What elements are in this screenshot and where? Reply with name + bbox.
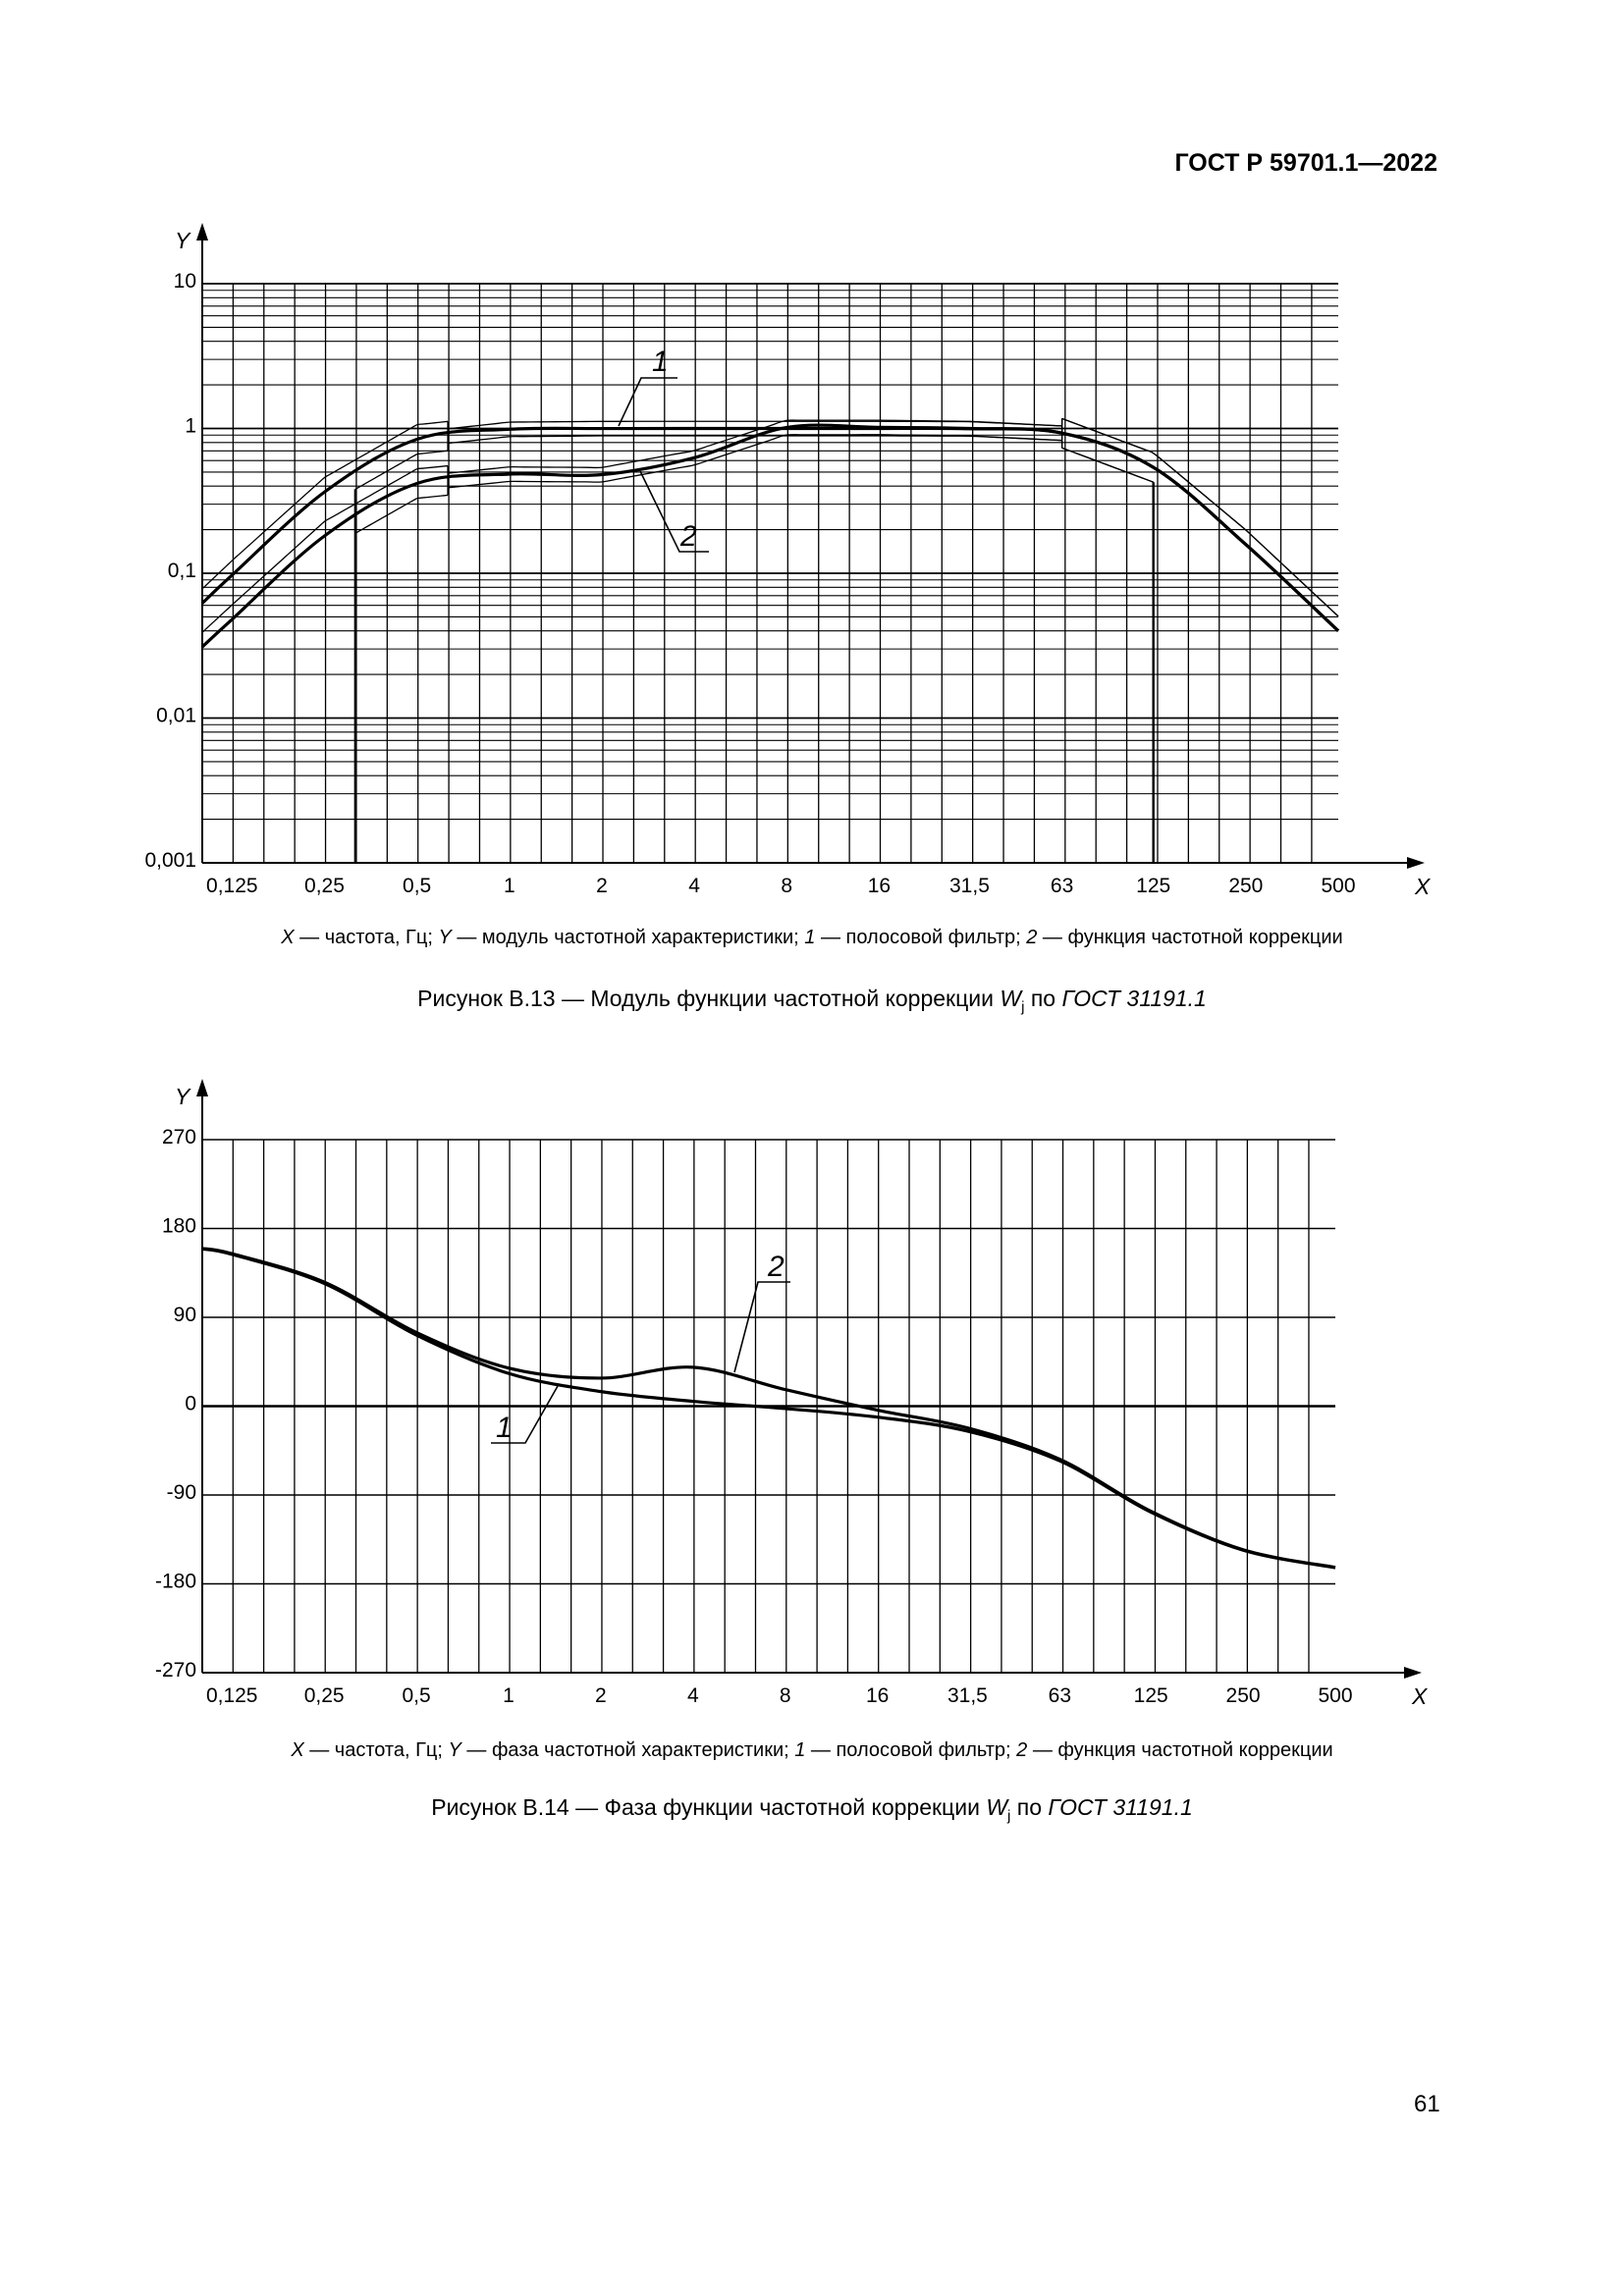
legend-2-number: 2	[1026, 927, 1038, 948]
legend-1-text: — полосовой фильтр;	[815, 927, 1027, 948]
y-tick-label: 180	[162, 1215, 196, 1238]
x-tick-label: 8	[781, 875, 792, 897]
tolerance-line	[201, 420, 449, 590]
magnitude-chart: X Y 0,125 0,25 0,5 1 2 4 8 16 31,5 63 125 250 500 10 1 0,…	[144, 223, 1432, 899]
y-tick-label: 0,001	[144, 849, 196, 872]
figure-13-legend: X — частота, Гц; Y — модуль частотной ха…	[0, 927, 1624, 949]
tolerance-line	[447, 419, 1062, 474]
legend-1-number: 1	[794, 1739, 806, 1761]
x-tick-label: 500	[1321, 875, 1355, 897]
y-axis-arrow-icon	[196, 223, 208, 240]
document-header: ГОСТ Р 59701.1—2022	[1174, 149, 1437, 177]
y-tick-label: 0,1	[168, 560, 196, 582]
legend-y-text: — фаза частотной характеристики;	[460, 1739, 795, 1761]
series-line-2	[201, 1247, 1336, 1570]
x-tick-label: 0,125	[206, 1684, 258, 1707]
legend-x-symbol: X	[291, 1739, 304, 1761]
leader-line-1	[491, 1385, 559, 1444]
legend-y-symbol: Y	[448, 1739, 461, 1761]
y-tick-label: -270	[155, 1659, 196, 1682]
y-tick-label: -180	[155, 1571, 196, 1593]
x-tick-label: 16	[866, 1684, 889, 1707]
y-tick-label: 1	[185, 415, 196, 438]
x-tick-label: 0,5	[403, 875, 431, 897]
legend-x-symbol: X	[281, 927, 295, 948]
x-tick-label: 125	[1136, 875, 1170, 897]
legend-x-text: — частота, Гц;	[303, 1739, 449, 1761]
y-tick-label: 0	[185, 1393, 196, 1415]
title-ref: ГОСТ 31191.1	[1061, 986, 1207, 1011]
figure-14-legend: X — частота, Гц; Y — фаза частотной хара…	[0, 1739, 1624, 1762]
x-tick-label: 16	[868, 875, 891, 897]
x-axis-arrow-icon	[1407, 857, 1425, 869]
legend-1-number: 1	[804, 927, 816, 948]
y-tick-label: 0,01	[156, 705, 196, 727]
title-w: W	[986, 1794, 1008, 1820]
x-tick-label: 0,25	[304, 875, 345, 897]
x-tick-label: 250	[1228, 875, 1263, 897]
x-tick-label: 0,5	[402, 1684, 430, 1707]
x-axis-arrow-icon	[1404, 1667, 1422, 1679]
y-axis-arrow-icon	[196, 1079, 208, 1096]
tolerance-line	[201, 464, 449, 633]
x-axis-label: X	[1414, 874, 1432, 899]
x-tick-label: 8	[780, 1684, 791, 1707]
title-mid: по	[1010, 1794, 1049, 1820]
x-axis-label: X	[1411, 1683, 1429, 1709]
tolerance-line	[1061, 417, 1339, 617]
title-prefix: Рисунок В.13 — Модуль функции частотной …	[417, 986, 1001, 1011]
legend-y-symbol: Y	[438, 927, 452, 948]
figure-13-title: Рисунок В.13 — Модуль функции частотной …	[0, 986, 1624, 1016]
tolerance-line	[1061, 447, 1154, 483]
title-sub: j	[1007, 1807, 1011, 1825]
title-w: W	[1000, 986, 1022, 1011]
y-tick-label: 270	[162, 1126, 196, 1148]
phase-chart: X Y 0,125 0,25 0,5 1 2 4 8 16 31,5 63 125 250 500 270 18…	[155, 1079, 1429, 1709]
series-label-1: 1	[496, 1412, 513, 1444]
x-tick-label: 1	[504, 875, 515, 897]
series-label-2: 2	[679, 520, 697, 553]
x-tick-label: 1	[503, 1684, 514, 1707]
y-axis-label: Y	[175, 1084, 191, 1109]
legend-y-text: — модуль частотной характеристики;	[451, 927, 805, 948]
legend-2-text: — функция частотной коррекции	[1027, 1739, 1333, 1761]
x-tick-label: 63	[1051, 875, 1073, 897]
y-tick-label: 10	[174, 270, 196, 293]
leader-line-2	[733, 1281, 790, 1373]
figure-14-title: Рисунок В.14 — Фаза функции частотной ко…	[0, 1794, 1624, 1825]
page-number: 61	[1414, 2091, 1440, 2117]
leader-line-2	[639, 470, 709, 553]
title-prefix: Рисунок В.14 — Фаза функции частотной ко…	[431, 1794, 987, 1820]
x-tick-label: 31,5	[949, 875, 990, 897]
x-tick-label: 4	[687, 1684, 699, 1707]
title-sub: j	[1021, 998, 1025, 1016]
x-tick-label: 4	[688, 875, 700, 897]
tolerance-line	[1061, 417, 1339, 617]
x-tick-label: 500	[1318, 1684, 1352, 1707]
leader-line-1	[618, 377, 677, 427]
x-tick-label: 250	[1226, 1684, 1261, 1707]
tolerance-line	[447, 434, 1062, 489]
legend-2-number: 2	[1016, 1739, 1028, 1761]
y-tick-label: -90	[167, 1481, 196, 1504]
x-tick-label: 125	[1134, 1684, 1168, 1707]
y-tick-label: 90	[174, 1304, 196, 1326]
title-ref: ГОСТ 31191.1	[1048, 1794, 1193, 1820]
series-label-1: 1	[652, 346, 669, 378]
series-line-2	[200, 423, 1340, 649]
x-tick-label: 0,125	[206, 875, 258, 897]
x-tick-label: 63	[1049, 1684, 1071, 1707]
tolerance-line	[354, 450, 449, 490]
legend-x-text: — частота, Гц;	[294, 927, 439, 948]
legend-1-text: — полосовой фильтр;	[805, 1739, 1017, 1761]
x-tick-label: 31,5	[947, 1684, 988, 1707]
series-label-2: 2	[767, 1251, 785, 1283]
x-tick-label: 0,25	[304, 1684, 345, 1707]
x-tick-label: 2	[595, 1684, 607, 1707]
x-tick-label: 2	[596, 875, 608, 897]
legend-2-text: — функция частотной коррекции	[1037, 927, 1343, 948]
y-axis-label: Y	[175, 228, 191, 253]
tolerance-line	[354, 494, 449, 534]
title-mid: по	[1024, 986, 1062, 1011]
